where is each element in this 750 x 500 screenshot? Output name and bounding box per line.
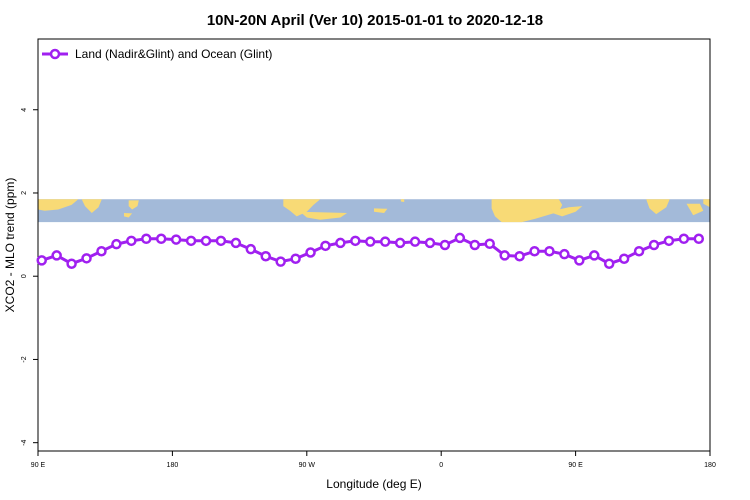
data-point xyxy=(559,248,570,260)
legend-label: Land (Nadir&Glint) and Ocean (Glint) xyxy=(75,47,272,61)
data-point xyxy=(66,258,77,269)
data-point xyxy=(589,250,600,261)
data-point xyxy=(126,235,137,247)
land-mass-7 xyxy=(400,199,405,202)
data-point xyxy=(424,237,436,249)
land-mass-4 xyxy=(283,199,321,217)
data-point xyxy=(648,239,660,251)
x-axis-label: Longitude (deg E) xyxy=(326,477,421,491)
map-strip xyxy=(38,199,710,223)
data-point xyxy=(618,253,630,264)
data-point xyxy=(335,237,346,249)
data-point xyxy=(81,253,92,264)
x-axis: 90 E 180 90 W 0 90 E 180 xyxy=(31,451,716,469)
x-tick-label: 0 xyxy=(439,462,443,469)
data-point xyxy=(678,233,690,245)
y-tick-label: 4 xyxy=(21,108,28,112)
land-mass-1 xyxy=(81,199,102,213)
x-tick-label: 90 E xyxy=(31,462,46,469)
data-point xyxy=(484,238,495,250)
land-mass-3 xyxy=(124,213,133,218)
data-point xyxy=(663,235,675,247)
x-tick-label: 90 E xyxy=(568,462,583,469)
data-point xyxy=(350,235,361,247)
data-point xyxy=(454,232,466,244)
data-point xyxy=(693,233,705,245)
land-mass-5 xyxy=(300,211,348,220)
data-point xyxy=(96,245,107,257)
data-point xyxy=(603,258,615,269)
data-point xyxy=(111,238,122,250)
data-point xyxy=(141,233,152,245)
data-point xyxy=(245,243,257,255)
data-point xyxy=(275,256,286,267)
plot-frame xyxy=(37,38,711,452)
data-point xyxy=(215,235,227,247)
land-mass-0 xyxy=(38,199,79,211)
data-point xyxy=(365,236,376,247)
x-tick-label: 180 xyxy=(704,462,716,469)
land-mass-12 xyxy=(703,199,710,208)
data-point xyxy=(155,233,167,245)
series-group xyxy=(36,232,705,269)
data-point xyxy=(185,235,197,247)
legend: Land (Nadir&Glint) and Ocean (Glint) xyxy=(42,47,272,61)
data-point xyxy=(320,240,331,252)
y-axis-label: XCO2 - MLO trend (ppm) xyxy=(3,178,17,313)
x-tick-label: 180 xyxy=(167,462,179,469)
data-point xyxy=(499,250,510,261)
x-tick-label: 90 W xyxy=(299,462,316,469)
data-point xyxy=(290,253,301,264)
land-mass-2 xyxy=(128,200,139,210)
data-point xyxy=(469,239,481,251)
data-point xyxy=(529,245,540,257)
data-point xyxy=(633,245,645,257)
data-point xyxy=(574,255,585,266)
data-point xyxy=(230,237,242,249)
data-point xyxy=(170,234,182,245)
data-point xyxy=(305,247,316,258)
data-point xyxy=(544,245,555,257)
data-point xyxy=(36,255,47,266)
data-point xyxy=(439,239,451,251)
data-point xyxy=(409,236,421,247)
land-mass-6 xyxy=(374,208,388,213)
data-point xyxy=(51,250,62,261)
data-point xyxy=(514,250,525,262)
data-point xyxy=(200,235,212,247)
y-tick-label: 0 xyxy=(21,274,28,278)
chart-title: 10N-20N April (Ver 10) 2015-01-01 to 202… xyxy=(207,12,543,29)
y-tick-label: -2 xyxy=(21,356,28,362)
data-point xyxy=(379,236,391,247)
data-point xyxy=(394,237,406,249)
y-axis: -4 -2 0 2 4 xyxy=(21,108,38,446)
land-mass-11 xyxy=(686,203,704,216)
map-land xyxy=(38,199,710,223)
data-point xyxy=(260,250,271,262)
land-mass-10 xyxy=(646,199,670,215)
legend-marker xyxy=(49,48,61,60)
land-mass-8 xyxy=(491,199,563,223)
land-mass-9 xyxy=(548,206,583,217)
y-tick-label: 2 xyxy=(21,191,28,195)
y-tick-label: -4 xyxy=(21,439,28,445)
